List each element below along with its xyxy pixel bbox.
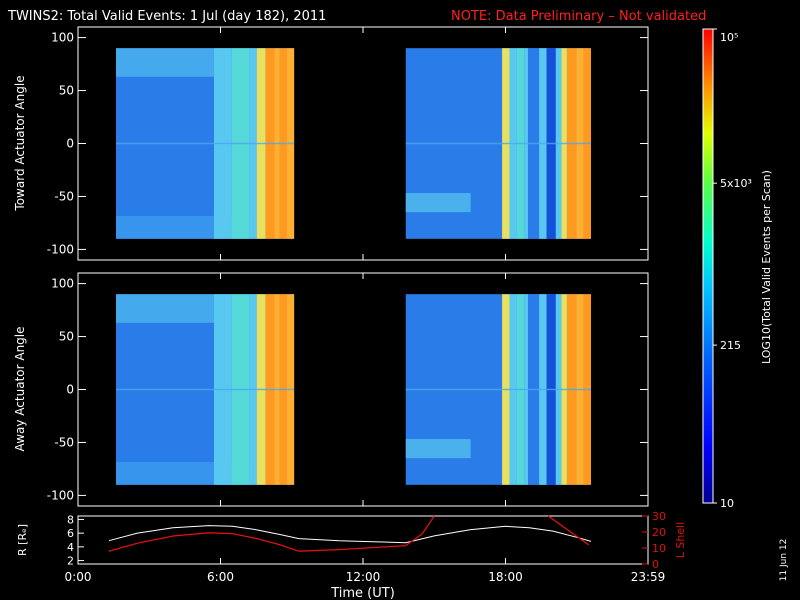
heatmap-band — [405, 439, 471, 459]
colorbar-label: LOG10(Total Valid Events per Scan) — [760, 170, 773, 364]
y-tick-label: 100 — [51, 277, 74, 291]
xlabel-time: Time (UT) — [330, 586, 395, 600]
heatmap-band — [116, 294, 214, 323]
y2-tick-label: 30 — [652, 510, 666, 523]
colorbar-tick-label: 10⁵ — [720, 31, 738, 44]
lshell-series-line — [547, 515, 589, 546]
ylabel-lshell: L Shell — [674, 522, 687, 558]
heatmap-toward — [116, 48, 591, 239]
colorbar-tick-label: 5x10³ — [720, 177, 752, 190]
side-date: 11 Jun 12 — [779, 539, 789, 582]
x-tick-label: 0:00 — [65, 570, 92, 584]
y-tick-label: 6 — [67, 527, 74, 540]
heatmap-band — [405, 193, 471, 213]
y-tick-label: 0 — [66, 383, 74, 397]
colorbar: 10 215 5x10³ 10⁵ LOG10(Total Valid Events p… — [702, 28, 773, 510]
y-tick-label: 2 — [67, 555, 74, 568]
ylabel-toward: Toward Actuator Angle — [13, 75, 27, 211]
y-tick-label: -50 — [54, 189, 74, 203]
ylabel-away: Away Actuator Angle — [13, 326, 27, 451]
panel-toward: 100 50 0 -50 -100 Toward Actuator Angle — [13, 26, 649, 261]
y-tick-label: -50 — [54, 435, 74, 449]
y-tick-label: -100 — [47, 242, 74, 256]
y-tick-label: 50 — [59, 330, 74, 344]
x-tick-label: 23:59 — [631, 570, 666, 584]
y-tick-label: 50 — [59, 84, 74, 98]
ylabel-radius: R [Rₑ] — [16, 524, 29, 556]
heatmap-away — [116, 294, 591, 485]
x-tick-label: 18:00 — [488, 570, 523, 584]
panel-away: 100 50 0 -50 -100 Away Actuator Angle — [13, 272, 649, 507]
y-tick-label: 0 — [66, 137, 74, 151]
colorbar-gradient — [702, 28, 714, 504]
x-tick-label: 12:00 — [346, 570, 381, 584]
y2-tick-label: 0 — [652, 558, 659, 571]
heatmap-band — [116, 48, 214, 77]
y-tick-label: 4 — [67, 541, 74, 554]
chart-title: TWINS2: Total Valid Events: 1 Jul (day 1… — [7, 9, 326, 24]
colorbar-tick-label: 215 — [720, 339, 741, 352]
y2-tick-label: 10 — [652, 542, 666, 555]
radius-series-line — [108, 525, 592, 544]
panel-orbit-frame — [77, 515, 649, 565]
x-tick-label: 6:00 — [207, 570, 234, 584]
y-tick-label: 100 — [51, 31, 74, 45]
y2-tick-label: 20 — [652, 526, 666, 539]
preliminary-note: NOTE: Data Preliminary – Not validated — [451, 9, 706, 24]
colorbar-tick-label: 10 — [720, 497, 734, 510]
lshell-series-line — [108, 515, 435, 552]
y-tick-label: -100 — [47, 488, 74, 502]
y-tick-label: 8 — [67, 513, 74, 526]
